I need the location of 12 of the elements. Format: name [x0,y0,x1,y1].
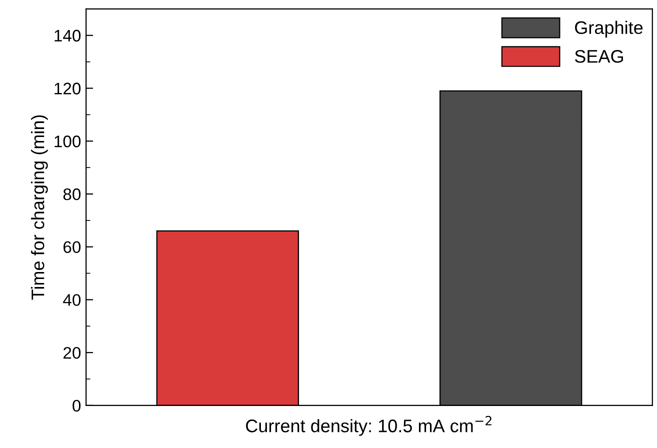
y-tick-label: 120 [54,82,81,94]
y-tick-label: 20 [64,346,81,359]
y-tick-label: 60 [64,241,81,254]
legend-label: SEAG [574,50,623,63]
y-tick-label: 40 [63,294,81,306]
legend-label: Graphite [575,20,643,38]
x-axis-title: Current density: 10.5 mA cm$^{−2}$ [246,416,492,436]
y-axis-title: Time for charging (min) [31,115,48,300]
y-tick-label: 100 [54,136,81,148]
y-tick-label: 140 [54,30,81,42]
y-tick-label: 0 [72,400,81,412]
y-tick-label: 80 [63,188,81,200]
